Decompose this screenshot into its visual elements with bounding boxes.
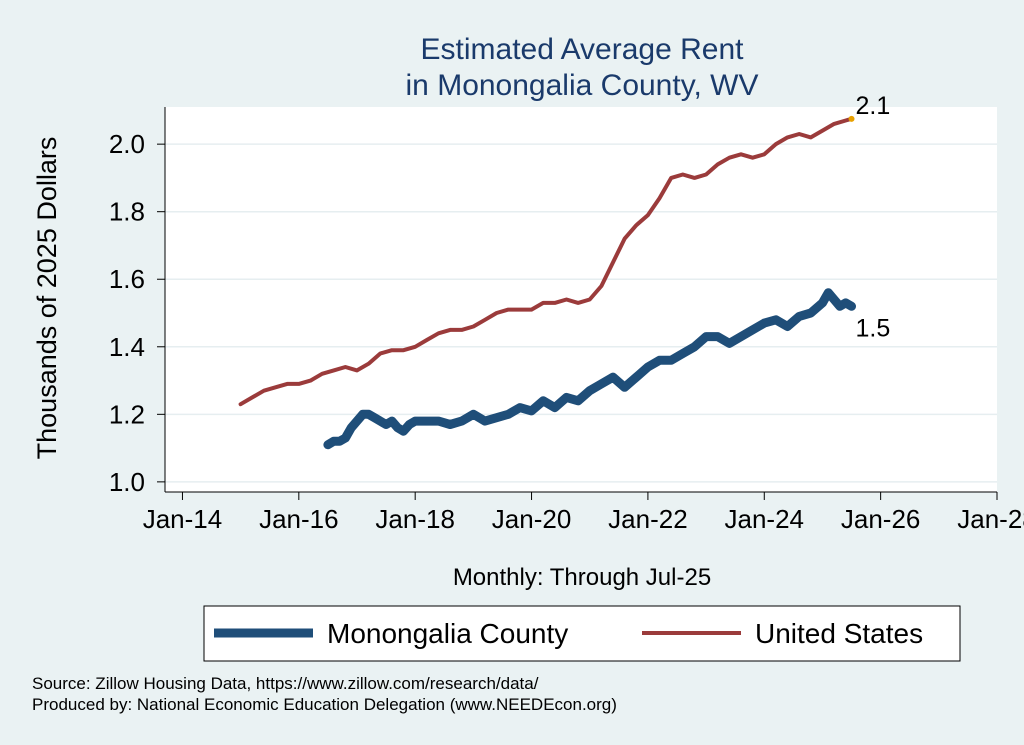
end-labels: 2.1 1.5 — [848, 92, 891, 342]
x-tick-label: Jan-24 — [725, 504, 805, 534]
y-tick-label: 2.0 — [109, 129, 145, 159]
series-line-united-states — [238, 116, 854, 407]
x-axis-label: Monthly: Through Jul-25 — [453, 564, 711, 591]
y-ticks: 1.0 1.2 1.4 1.6 1.8 2.0 — [109, 129, 165, 497]
legend-label-monongalia: Monongalia County — [327, 618, 568, 649]
produced-by-note: Produced by: National Economic Education… — [32, 695, 617, 714]
y-tick-label: 1.0 — [109, 467, 145, 497]
plot-area — [165, 107, 997, 492]
chart-title-line-1: Estimated Average Rent — [421, 33, 745, 66]
y-tick-label: 1.6 — [109, 264, 145, 294]
legend-box — [203, 605, 961, 662]
source-note: Source: Zillow Housing Data, https://www… — [32, 674, 539, 693]
gridlines — [165, 143, 997, 483]
x-tick-label: Jan-28 — [957, 504, 1024, 534]
x-tick-label: Jan-26 — [841, 504, 921, 534]
monongalia-end-label: 1.5 — [856, 314, 891, 342]
y-axis-label: Thousands of 2025 Dollars — [32, 137, 62, 460]
legend-label-united-states: United States — [755, 618, 923, 649]
y-tick-label: 1.8 — [109, 197, 145, 227]
series-line-monongalia — [323, 288, 856, 450]
y-tick-label: 1.2 — [109, 399, 145, 429]
chart-title-line-2: in Monongalia County, WV — [406, 69, 759, 102]
us-end-label: 2.1 — [856, 92, 891, 120]
x-tick-label: Jan-22 — [608, 504, 688, 534]
x-tick-label: Jan-14 — [143, 504, 223, 534]
us-end-marker — [848, 115, 855, 122]
x-tick-label: Jan-20 — [492, 504, 572, 534]
x-ticks: Jan-14 Jan-16 Jan-18 Jan-20 Jan-22 Jan-24 Jan-… — [143, 492, 1024, 534]
series — [238, 116, 856, 450]
x-tick-label: Jan-16 — [259, 504, 339, 534]
x-tick-label: Jan-18 — [375, 504, 455, 534]
y-tick-label: 1.4 — [109, 332, 145, 362]
